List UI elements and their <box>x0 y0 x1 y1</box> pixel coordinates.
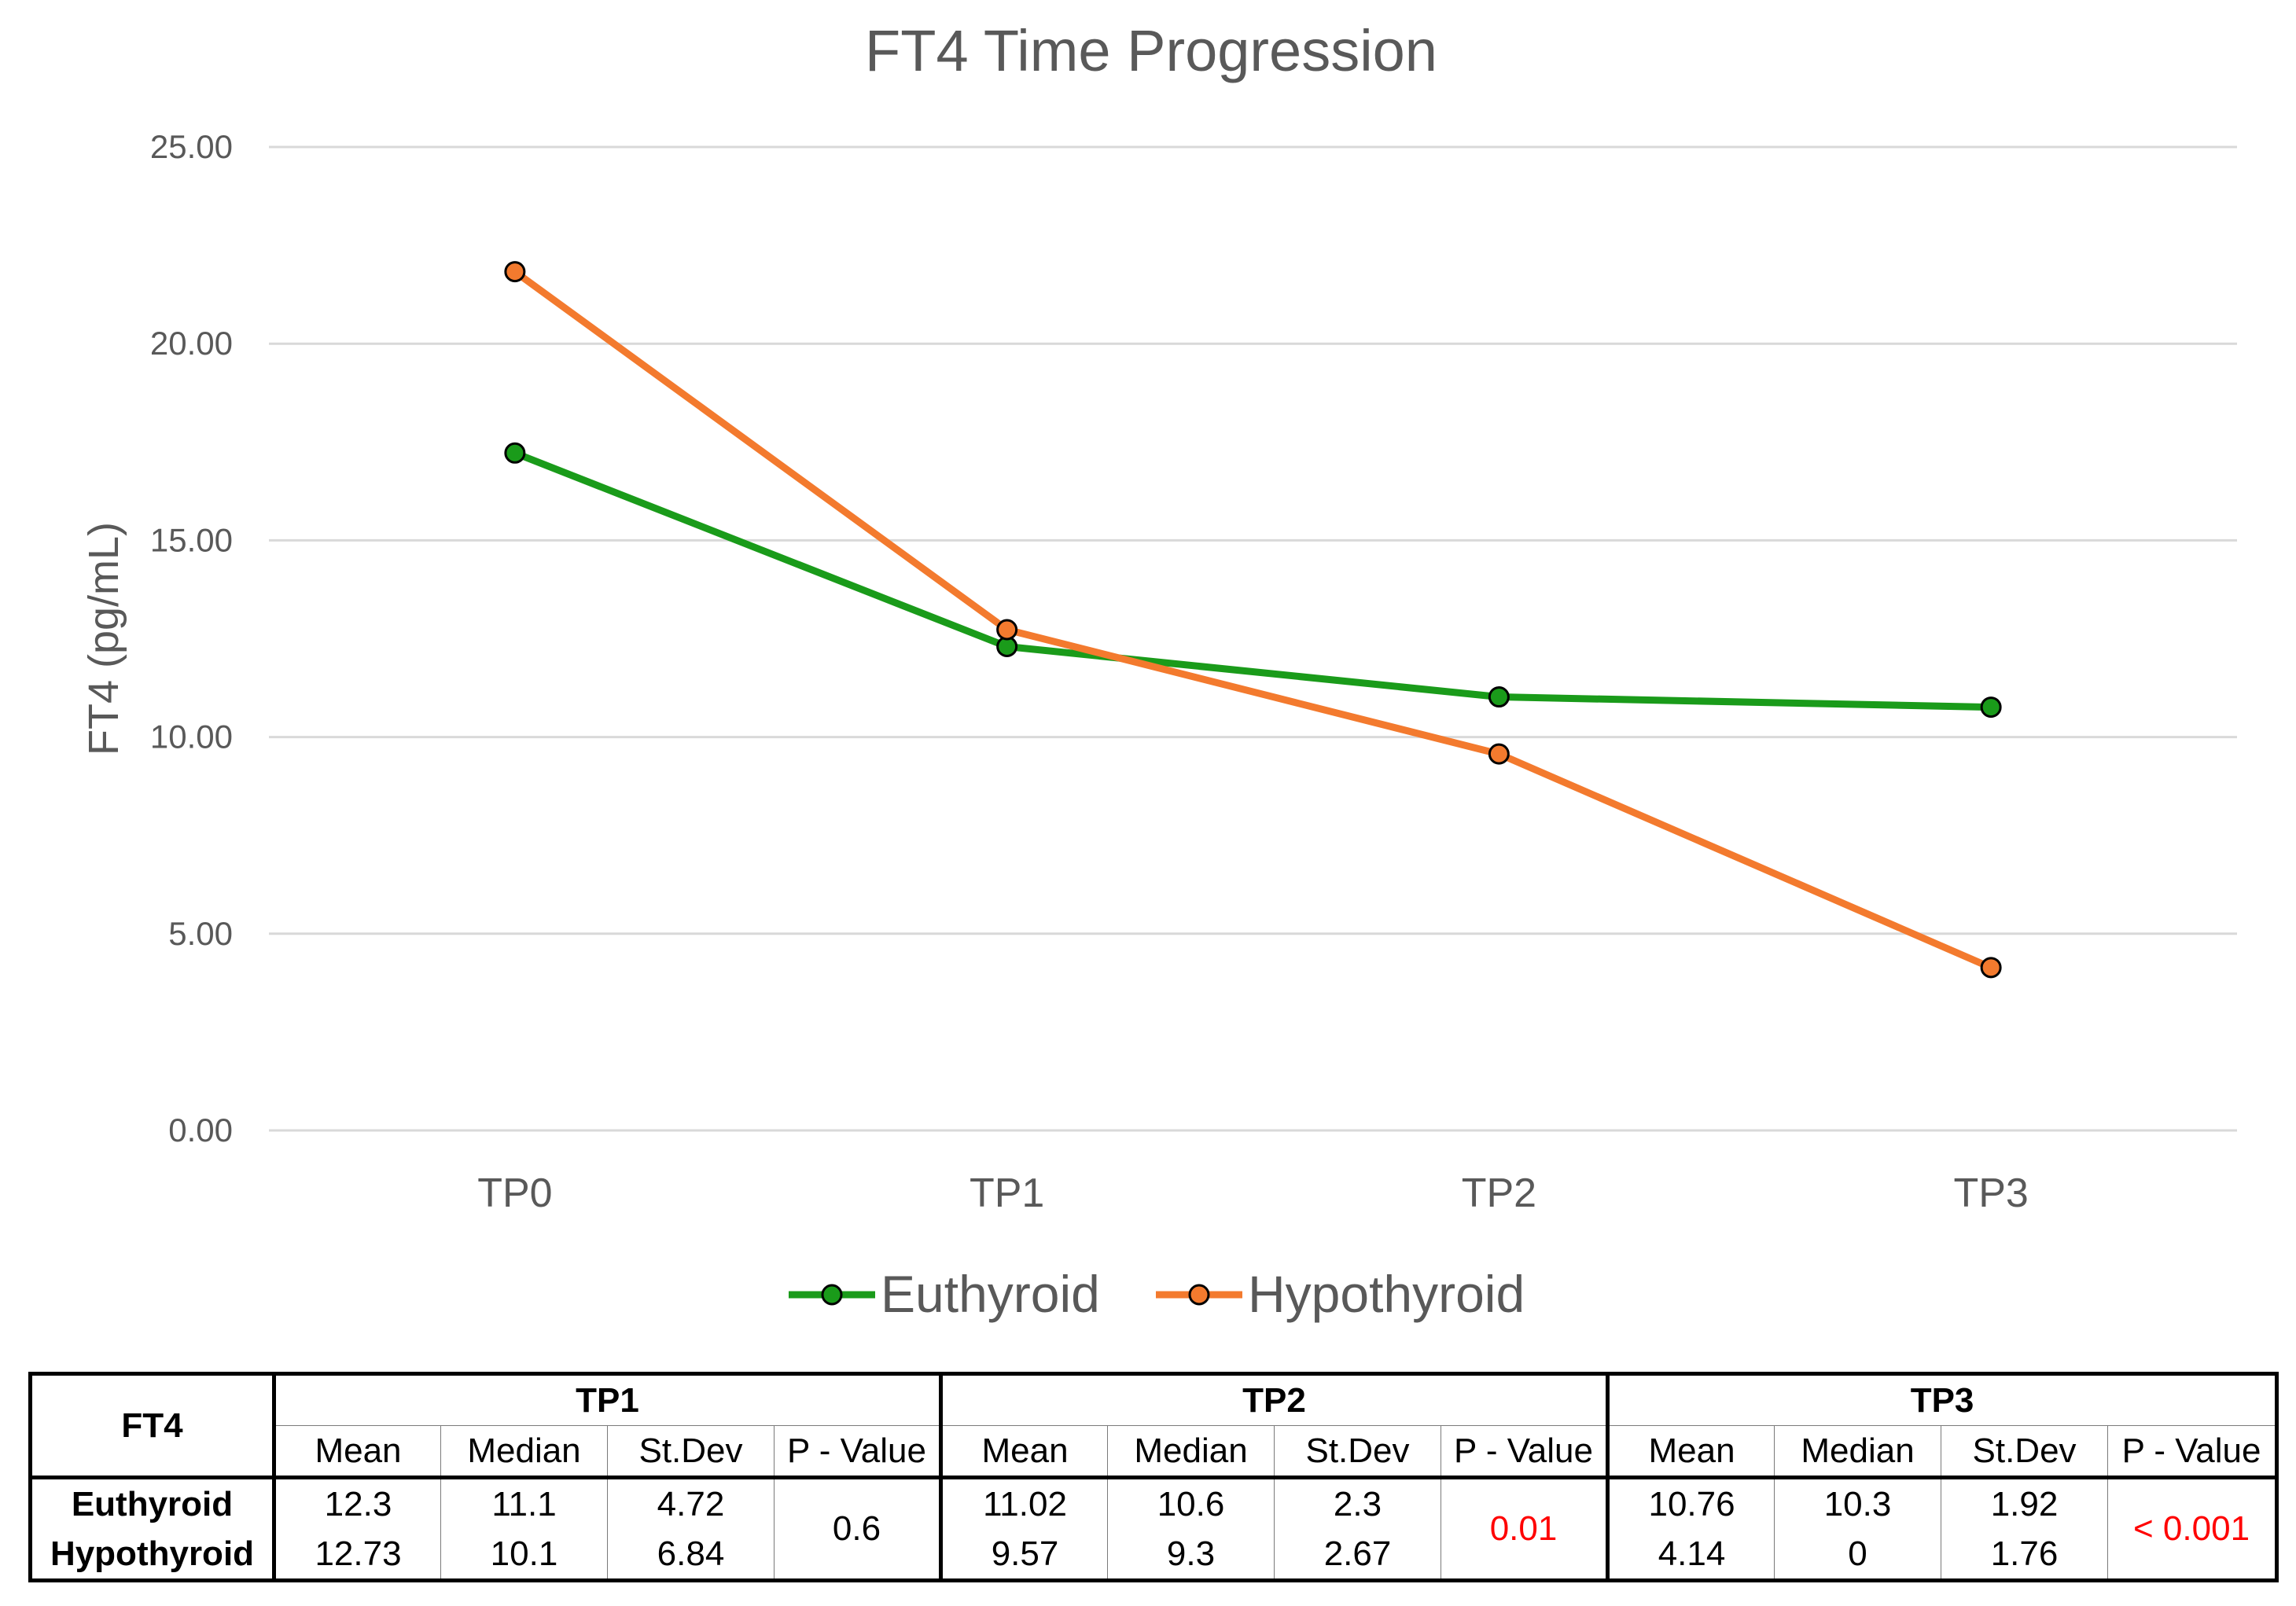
cell-tp2-stdev: 2.67 <box>1274 1529 1442 1581</box>
cell-tp3-median: 0 <box>1774 1529 1942 1581</box>
table-corner-label: FT4 <box>30 1373 274 1478</box>
subheader-pvalue: P - Value <box>773 1425 942 1478</box>
cell-tp1-pvalue: 0.6 <box>773 1476 942 1581</box>
table-group-tp1: TP1 <box>271 1373 942 1426</box>
table-row-euthyroid: Euthyroid 12.3 11.1 4.72 0.6 11.02 10.6 … <box>30 1476 2278 1581</box>
x-tick-label: TP3 <box>1953 1171 2028 1216</box>
chart-title: FT4 Time Progression <box>865 18 1437 83</box>
data-point-hypothyroid <box>996 619 1018 641</box>
row-label-hypothyroid: Hypothyroid <box>30 1529 274 1581</box>
cell-tp2-median: 10.6 <box>1107 1476 1275 1529</box>
cell-tp1-mean: 12.73 <box>272 1529 441 1581</box>
legend-label-euthyroid: Euthyroid <box>881 1265 1100 1323</box>
table-row-hypothyroid: Hypothyroid 12.73 10.1 6.84 9.57 9.3 2.6… <box>30 1529 2277 1581</box>
data-point-euthyroid <box>504 442 526 464</box>
subheader-mean: Mean <box>272 1425 441 1478</box>
subheader-stdev: St.Dev <box>1274 1425 1442 1478</box>
table-group-tp2: TP2 <box>939 1373 1609 1426</box>
cell-tp1-stdev: 4.72 <box>607 1476 775 1529</box>
y-tick-label: 5.00 <box>168 915 233 952</box>
line-chart: FT4 Time Progression FT4 (pg/mL) 0.00 5.0… <box>80 18 2237 1323</box>
subheader-median: Median <box>1107 1425 1275 1478</box>
y-tick-label: 15.00 <box>150 521 233 558</box>
table-subheader-row: Mean Median St.Dev P - Value Mean Median… <box>31 1425 2278 1478</box>
y-tick-label: 10.00 <box>150 718 233 755</box>
x-tick-label: TP1 <box>970 1171 1044 1216</box>
subheader-pvalue: P - Value <box>2107 1425 2278 1478</box>
cell-tp2-mean: 11.02 <box>939 1476 1109 1529</box>
y-tick-labels: 0.00 5.00 10.00 15.00 20.00 25.00 <box>150 128 233 1148</box>
series-lines <box>504 261 2002 979</box>
y-tick-label: 25.00 <box>150 128 233 165</box>
cell-tp2-stdev: 2.3 <box>1274 1476 1442 1529</box>
series-line-hypothyroid <box>511 268 1995 972</box>
table-group-header-row: FT4 TP1 TP2 TP3 <box>30 1373 2278 1478</box>
stats-table: FT4 TP1 TP2 TP3 Mean Median St.Dev P - V… <box>28 1372 2279 1582</box>
legend: Euthyroid Hypothyroid <box>789 1265 1525 1323</box>
legend-swatch-marker <box>1188 1284 1210 1306</box>
cell-tp3-stdev: 1.76 <box>1941 1529 2109 1581</box>
cell-tp3-median: 10.3 <box>1774 1476 1942 1529</box>
cell-tp1-median: 10.1 <box>440 1529 608 1581</box>
cell-tp3-stdev: 1.92 <box>1941 1476 2109 1529</box>
data-point-hypothyroid <box>504 261 526 283</box>
cell-tp3-mean: 10.76 <box>1606 1476 1775 1529</box>
row-label-euthyroid: Euthyroid <box>30 1476 274 1529</box>
cell-tp3-mean: 4.14 <box>1606 1529 1775 1581</box>
gridlines <box>269 145 2237 1132</box>
legend-label-hypothyroid: Hypothyroid <box>1248 1265 1525 1323</box>
cell-tp1-stdev: 6.84 <box>607 1529 775 1581</box>
subheader-median: Median <box>440 1425 608 1478</box>
table-group-tp3: TP3 <box>1606 1373 2278 1426</box>
series-line-euthyroid <box>511 449 1995 711</box>
cell-tp2-pvalue: 0.01 <box>1441 1476 1609 1581</box>
y-tick-label: 20.00 <box>150 325 233 362</box>
x-tick-label: TP0 <box>477 1171 552 1216</box>
data-point-euthyroid <box>1488 686 1510 708</box>
legend-swatch-marker <box>821 1284 843 1306</box>
subheader-mean: Mean <box>939 1425 1109 1478</box>
subheader-stdev: St.Dev <box>1941 1425 2109 1478</box>
y-tick-label: 0.00 <box>168 1112 233 1148</box>
cell-tp1-median: 11.1 <box>440 1476 608 1529</box>
y-axis-label: FT4 (pg/mL) <box>80 522 127 755</box>
cell-tp3-pvalue: < 0.001 <box>2107 1476 2278 1581</box>
subheader-median: Median <box>1774 1425 1942 1478</box>
data-point-hypothyroid <box>1488 743 1510 765</box>
x-tick-label: TP2 <box>1462 1171 1536 1216</box>
subheader-mean: Mean <box>1606 1425 1775 1478</box>
subheader-pvalue: P - Value <box>1441 1425 1609 1478</box>
cell-tp2-median: 9.3 <box>1107 1529 1275 1581</box>
data-point-euthyroid <box>1980 696 2002 718</box>
subheader-stdev: St.Dev <box>607 1425 775 1478</box>
cell-tp2-mean: 9.57 <box>939 1529 1109 1581</box>
data-point-hypothyroid <box>1980 957 2002 979</box>
x-tick-labels: TP0 TP1 TP2 TP3 <box>477 1171 2029 1216</box>
cell-tp1-mean: 12.3 <box>272 1476 441 1529</box>
